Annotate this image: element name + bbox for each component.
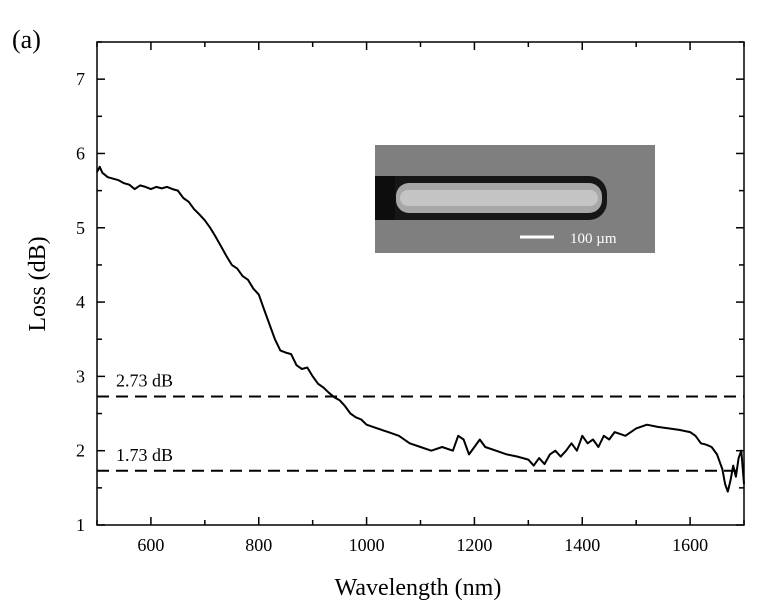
reference-line-label: 2.73 dB (116, 370, 173, 390)
x-tick-label: 800 (245, 535, 272, 555)
x-tick-label: 1400 (564, 535, 600, 555)
plot-frame (96, 41, 745, 526)
x-tick-label: 1000 (349, 535, 385, 555)
loss-spectrum-line (96, 165, 745, 493)
y-tick-label: 3 (76, 366, 85, 386)
y-tick-label: 4 (76, 292, 85, 312)
y-axis-title: Loss (dB) (25, 236, 51, 331)
reference-line-label: 1.73 dB (116, 445, 173, 465)
y-tick-label: 7 (76, 69, 85, 89)
x-tick-label: 1600 (672, 535, 708, 555)
fiber-core-highlight (400, 190, 598, 206)
inset-micrograph: 100 µm (375, 145, 655, 253)
y-tick-label: 2 (76, 441, 85, 461)
fiber-stub (375, 176, 395, 220)
y-tick-label: 5 (76, 218, 85, 238)
panel-label: (a) (12, 25, 41, 54)
plot-area: 600 800 1000 1200 1400 1600 1 2 3 4 5 6 7 2.73 dB 1.73… (76, 41, 745, 555)
y-tick-label: 6 (76, 143, 85, 163)
x-axis-title: Wavelength (nm) (335, 575, 502, 601)
x-tick-label: 1200 (456, 535, 492, 555)
scale-bar-label: 100 µm (570, 231, 617, 247)
x-tick-label: 600 (137, 535, 164, 555)
y-tick-label: 1 (76, 515, 85, 535)
